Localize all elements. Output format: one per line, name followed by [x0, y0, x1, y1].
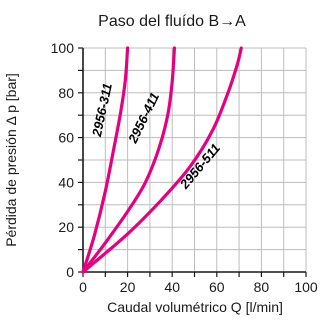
x-ticks: 0 20 40 60 80 100: [79, 272, 318, 295]
series-label: 2956-511: [176, 141, 223, 193]
y-ticks: 0 20 40 60 80 100: [51, 40, 83, 280]
series-label: 2956-311: [89, 82, 115, 139]
y-tick-label: 0: [66, 264, 74, 280]
x-tick-label: 20: [120, 279, 136, 295]
x-tick-label: 0: [79, 279, 87, 295]
x-axis-label: Caudal volumétrico Q [l/min]: [107, 299, 283, 315]
x-tick-label: 60: [209, 279, 225, 295]
y-tick-label: 60: [58, 130, 74, 146]
x-tick-label: 40: [164, 279, 180, 295]
chart-title: Paso del fluído B→A: [98, 13, 246, 30]
series-group: [81, 46, 243, 274]
series-line-2956-311: [81, 46, 130, 274]
x-tick-label: 100: [294, 279, 318, 295]
y-tick-label: 80: [58, 85, 74, 101]
grid: [83, 47, 307, 272]
y-tick-label: 20: [58, 219, 74, 235]
y-tick-label: 40: [58, 174, 74, 190]
y-tick-label: 100: [51, 40, 75, 56]
y-axis-label: Pérdida de presión Δ p [bar]: [3, 73, 19, 247]
series-line-2956-411: [81, 46, 176, 274]
x-tick-label: 80: [254, 279, 270, 295]
series-line-2956-511: [81, 46, 243, 274]
